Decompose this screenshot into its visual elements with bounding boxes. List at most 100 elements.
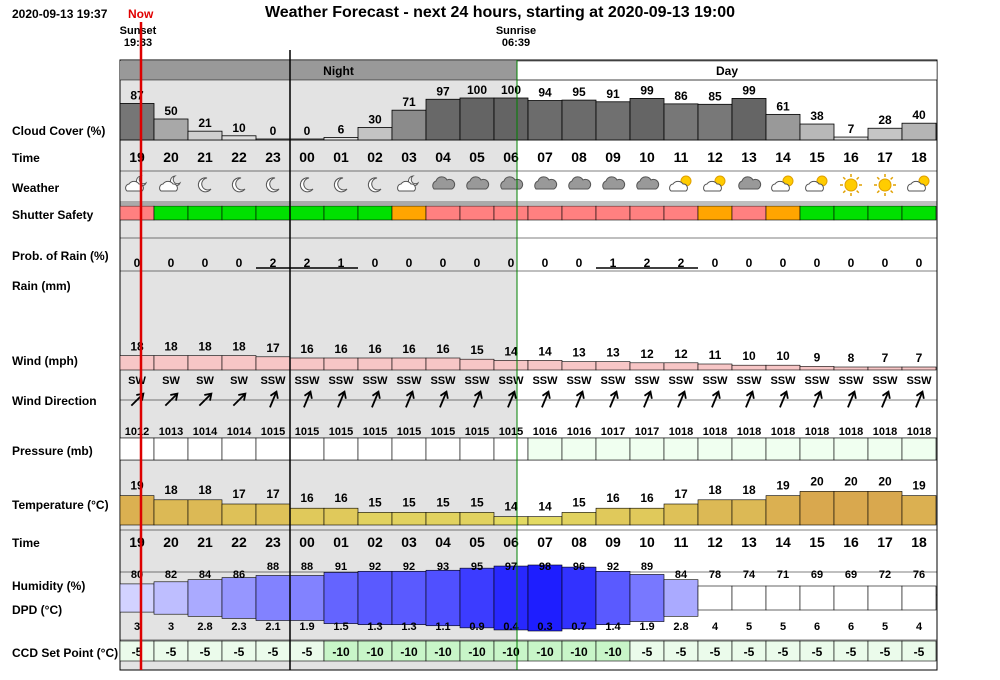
pressure-value: 1015 [465,426,489,438]
now-label: Now [128,7,154,21]
time-label-2: 19 [129,534,145,550]
pressure-cell [629,437,665,461]
pressure-cell [255,437,291,461]
wind-arrow-shaft [711,392,719,408]
wind-direction-label: SSW [430,375,456,387]
humidity-bar [629,574,665,622]
ccd-value: -10 [468,645,486,659]
sunrise-time: 06:39 [501,37,531,49]
ccd-value: -10 [570,645,588,659]
shutter-cell [833,205,869,221]
dpd-value: 2.1 [265,621,280,633]
cloud-bar [459,97,495,141]
moon-shape [299,177,314,193]
cloud-value: 38 [810,109,824,123]
ccd-value: -10 [502,645,520,659]
row-label-humidity: Humidity (%) [12,579,86,593]
temperature-bar [799,491,835,526]
temperature-bar [527,516,563,526]
night-band [120,61,517,80]
prob-rain-value: 0 [848,256,855,270]
wind-arrow-icon [269,390,279,408]
temperature-bar [629,507,665,526]
wind-arrow-head [170,392,179,401]
cloud-value: 86 [674,89,688,103]
dpd-value: 3 [134,621,140,633]
wind-direction-label: SW [196,375,214,387]
wind-direction-label: SW [128,375,146,387]
temperature-bar [119,495,155,526]
sunrise-label: Sunrise [495,25,537,37]
ccd-value: -5 [302,645,313,659]
shutter-cell [493,205,529,221]
cloud-value: 7 [848,122,855,136]
prob-rain-value: 0 [236,256,243,270]
temperature-value: 16 [334,491,348,505]
wind-value: 13 [606,346,620,360]
wind-direction-label: SW [162,375,180,387]
pressure-value: 1014 [193,426,218,438]
cloud-bar [425,98,461,141]
pressure-cell [527,437,563,461]
temperature-bar [765,495,801,526]
temperature-value: 20 [810,474,824,488]
moon-shape [333,177,348,193]
cloud-value: 95 [572,85,586,99]
cloud-value: 10 [232,121,246,135]
wind-arrow-head [507,390,517,399]
humidity-value: 84 [675,569,688,581]
dpd-value: 2.8 [197,621,212,633]
pressure-cell [901,437,937,461]
humidity-bar [561,566,597,630]
sun-ray [876,176,880,180]
wind-direction-label: SSW [362,375,388,387]
wind-arrow-head [643,390,653,399]
humidity-bar [221,577,257,619]
temperature-value: 18 [198,483,212,497]
prob-rain-value: 0 [440,256,447,270]
cloud-shape [125,180,144,192]
dpd-value: 4 [916,621,923,633]
wind-bar [595,361,631,371]
time-label: 01 [333,149,349,165]
prob-rain-value: 0 [576,256,583,270]
time-label: 08 [571,149,587,165]
time-label-2: 11 [674,534,689,550]
time-label-2: 22 [231,534,247,550]
humidity-bar [425,569,461,627]
wind-value: 8 [848,351,855,365]
prob-rain-value: 0 [882,256,889,270]
humidity-bar [153,581,189,615]
shutter-cell [595,205,631,221]
temperature-bar [391,512,427,526]
moon-icon [197,177,212,193]
wind-arrow-icon [677,390,687,408]
temperature-bar [697,499,733,526]
wind-arrow-shaft [609,392,617,408]
cloud-shape [771,180,790,192]
temperature-bar [561,512,597,526]
pressure-value: 1014 [227,426,252,438]
cloud-bar [187,130,223,141]
time-label: 12 [707,149,723,165]
chart-title: Weather Forecast - next 24 hours, starti… [264,4,736,21]
wind-arrow-shaft [303,392,311,408]
cloud-shape [703,180,722,192]
wind-arrow-shaft [337,392,345,408]
ccd-value: -10 [366,645,384,659]
dpd-value: 1.4 [605,621,621,633]
wind-value: 9 [814,350,821,364]
prob-rain-value: 0 [712,256,719,270]
time-label: 18 [911,149,927,165]
wind-arrow-shaft [198,393,212,407]
wind-arrow-icon [164,392,179,407]
shutter-cell [731,205,767,221]
shutter-cell [867,205,903,221]
temperature-bar [459,512,495,526]
row-label-temperature: Temperature (°C) [12,498,109,512]
sun-ray [856,190,860,194]
humidity-value: 92 [607,561,619,573]
time-label-2: 09 [605,534,621,550]
pressure-cell [187,437,223,461]
